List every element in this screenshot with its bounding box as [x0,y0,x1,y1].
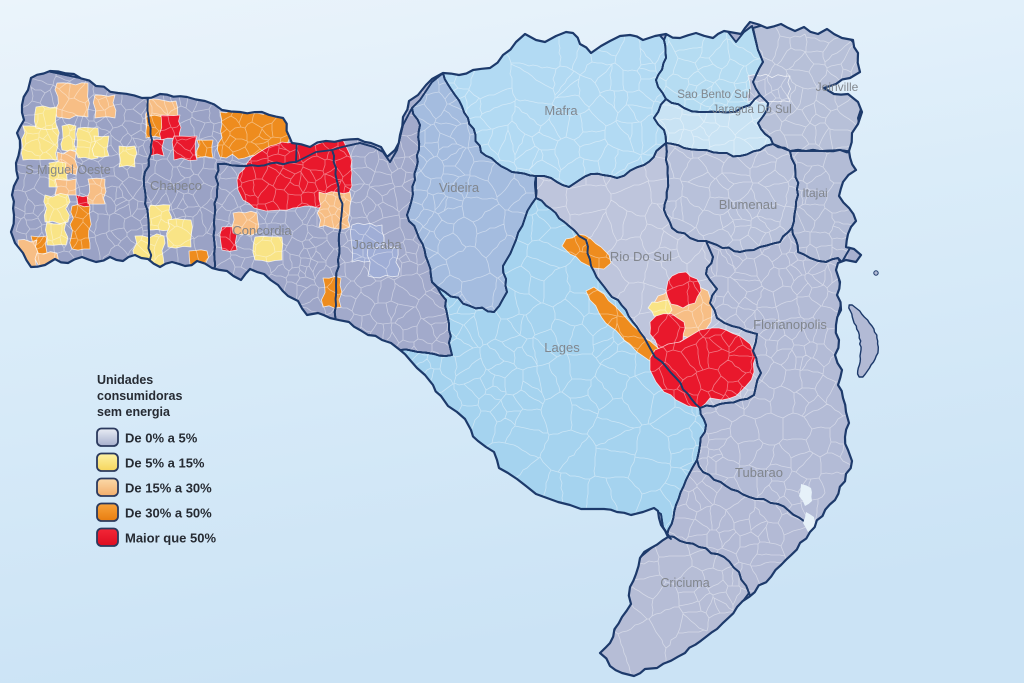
svg-text:Mafra: Mafra [544,103,578,118]
svg-text:Criciuma: Criciuma [660,576,709,590]
svg-text:Chapeco: Chapeco [150,178,202,193]
svg-text:S Miguel Oeste: S Miguel Oeste [25,163,111,177]
svg-text:Lages: Lages [544,340,580,355]
svg-text:Tubarao: Tubarao [735,465,783,480]
svg-text:sem energia: sem energia [97,405,171,419]
svg-text:Joinville: Joinville [816,80,859,94]
svg-text:Maior que 50%: Maior que 50% [125,531,216,546]
svg-text:Itajai: Itajai [802,186,827,200]
svg-text:De 30% a 50%: De 30% a 50% [125,506,212,521]
svg-text:De 0% a 5%: De 0% a 5% [125,431,198,446]
svg-text:De 5% a 15%: De 5% a 15% [125,456,205,471]
svg-text:Rio Do Sul: Rio Do Sul [610,249,672,264]
svg-text:Jaragua Do Sul: Jaragua Do Sul [712,104,791,116]
svg-text:Videira: Videira [439,180,480,195]
svg-text:Sao Bento Sul: Sao Bento Sul [677,89,751,101]
svg-text:Florianopolis: Florianopolis [753,317,827,332]
svg-text:De 15% a 30%: De 15% a 30% [125,481,212,496]
svg-text:Joacaba: Joacaba [352,237,402,252]
svg-text:Concordia: Concordia [232,223,292,238]
svg-text:consumidoras: consumidoras [97,389,182,403]
svg-text:Unidades: Unidades [97,373,153,387]
svg-text:Blumenau: Blumenau [719,197,778,212]
